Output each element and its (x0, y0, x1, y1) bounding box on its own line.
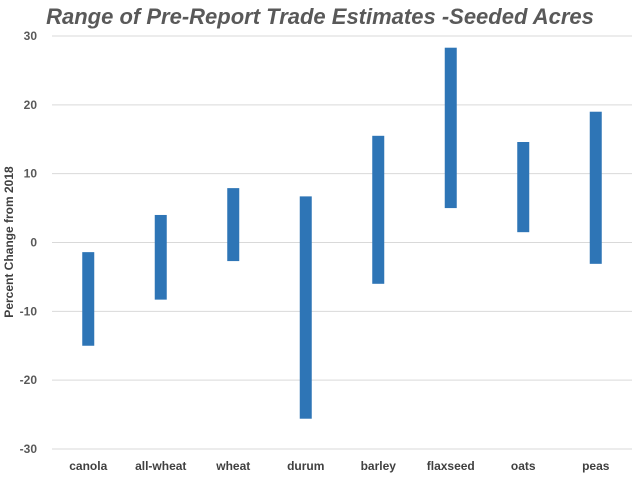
y-axis-ticks: -30 -20 -10 0 10 20 30 (20, 29, 38, 456)
x-category-label: all-wheat (135, 459, 186, 473)
range-bar-flaxseed (444, 47, 457, 209)
y-tick-label: -20 (20, 373, 38, 387)
range-bar-wheat (227, 188, 240, 262)
x-category-label: wheat (215, 459, 250, 473)
range-bar-peas (589, 111, 602, 264)
range-bar-barley (372, 135, 385, 284)
y-tick-label: 30 (24, 29, 38, 43)
x-category-label: canola (69, 459, 107, 473)
range-bar-all-wheat (154, 214, 167, 300)
range-bar-oats (517, 142, 530, 233)
x-category-label: peas (582, 459, 610, 473)
x-axis-labels: canola all-wheat wheat durum barley flaxseed o… (69, 459, 610, 473)
y-tick-label: 0 (30, 236, 37, 250)
y-tick-label: -10 (20, 304, 38, 318)
range-bars (82, 47, 602, 419)
x-category-label: durum (287, 459, 324, 473)
y-axis-title: Percent Change from 2018 (2, 166, 16, 318)
range-bar-canola (82, 252, 95, 346)
y-tick-label: 10 (24, 167, 38, 181)
range-bar-durum (299, 196, 312, 419)
gridlines (52, 35, 632, 450)
x-category-label: flaxseed (427, 459, 475, 473)
x-category-label: barley (361, 459, 397, 473)
x-category-label: oats (511, 459, 536, 473)
chart-title: Range of Pre-Report Trade Estimates -See… (46, 4, 594, 29)
y-tick-label: -30 (20, 442, 38, 456)
y-tick-label: 20 (24, 98, 38, 112)
